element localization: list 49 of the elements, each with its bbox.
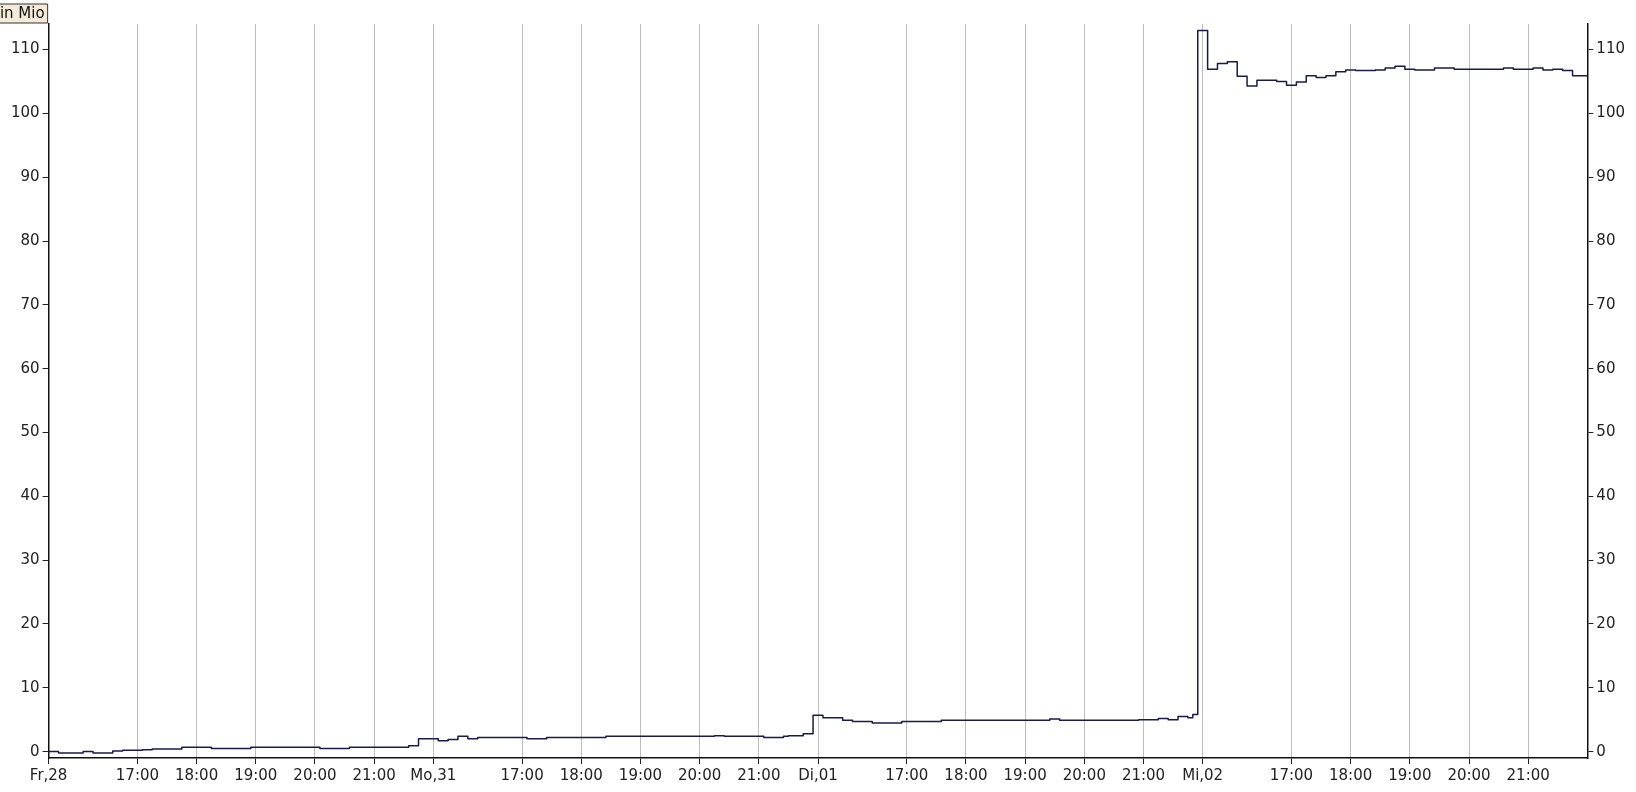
y-tick-label: 50 (20, 422, 40, 441)
y-tick-label: 0 (30, 741, 40, 760)
x-tick-label: 20:00 (1447, 765, 1491, 784)
y2-tick-label: 40 (1596, 486, 1616, 505)
y2-tick-label: 30 (1596, 550, 1616, 569)
y2-tick-label: 50 (1596, 422, 1616, 441)
x-tick-label: 20:00 (1062, 765, 1106, 784)
x-tick-label: Mi,02 (1182, 765, 1224, 784)
y-tick-label: 30 (20, 550, 40, 569)
y-tick-label: 60 (20, 358, 40, 377)
x-tick-label: 20:00 (293, 765, 337, 784)
y2-tick-label: 60 (1596, 358, 1616, 377)
x-tick-label: 17:00 (1269, 765, 1314, 784)
y-tick-label: 90 (20, 167, 40, 186)
y2-tick-label: 10 (1596, 677, 1616, 696)
x-tick-label: 21:00 (1506, 765, 1550, 784)
x-tick-label: 17:00 (115, 765, 160, 784)
y2-tick-label: 80 (1596, 230, 1616, 249)
y-tick-label: 20 (20, 613, 40, 632)
x-tick-label: 21:00 (1121, 765, 1166, 784)
y-tick-label: 70 (20, 294, 40, 313)
y-tick-label: 80 (20, 230, 40, 249)
x-tick-label: 18:00 (174, 765, 219, 784)
y-tick-label: 110 (10, 39, 40, 58)
x-tick-label: 17:00 (885, 765, 929, 784)
x-tick-label: Mo,31 (410, 765, 457, 784)
x-tick-label: 19:00 (618, 765, 663, 784)
y2-tick-label: 90 (1596, 167, 1616, 186)
y2-tick-label: 20 (1596, 613, 1616, 632)
y2-tick-label: 70 (1596, 294, 1616, 313)
x-tick-label: 21:00 (737, 765, 781, 784)
x-tick-label: 21:00 (352, 765, 396, 784)
y-tick-label: 10 (20, 677, 40, 696)
y-axis-title: in Mio (0, 3, 45, 22)
y2-tick-label: 100 (1596, 103, 1626, 122)
x-tick-label: 18:00 (559, 765, 603, 784)
x-tick-label: 19:00 (234, 765, 278, 784)
x-tick-label: 20:00 (678, 765, 722, 784)
y-tick-label: 100 (10, 103, 40, 122)
x-tick-label: Di,01 (798, 765, 838, 784)
x-tick-label: 17:00 (500, 765, 544, 784)
x-tick-label: 18:00 (1329, 765, 1373, 784)
y-tick-label: 40 (20, 486, 40, 505)
y2-tick-label: 110 (1596, 39, 1626, 58)
y2-tick-label: 0 (1596, 741, 1606, 760)
x-tick-label: 18:00 (944, 765, 988, 784)
x-tick-label: 19:00 (1388, 765, 1432, 784)
x-tick-label: 19:00 (1003, 765, 1047, 784)
x-tick-label: Fr,28 (29, 765, 68, 784)
